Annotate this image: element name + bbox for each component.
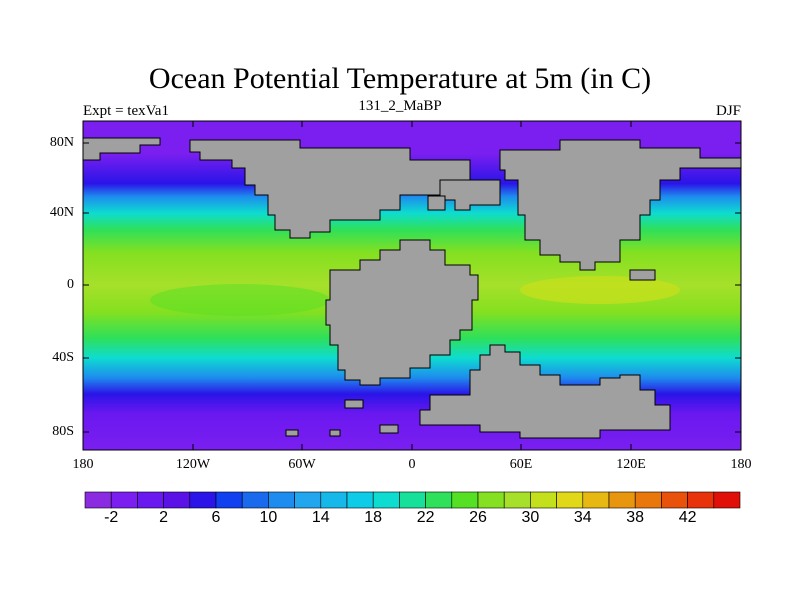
colorbar-label: 38: [626, 509, 645, 526]
experiment-label: Expt = texVa1: [83, 103, 169, 119]
colorbar-box: [268, 491, 295, 509]
lon-tick-label: 0: [408, 457, 416, 472]
colorbar: [84, 491, 741, 509]
lat-tick-label: 80S: [52, 424, 74, 439]
land-north-west: [189, 139, 471, 239]
colorbar-box: [320, 491, 348, 509]
lat-tick-label: 80N: [49, 135, 74, 150]
colorbar-label: 2: [159, 509, 169, 526]
colorbar-box: [503, 491, 531, 509]
colorbar-box: [608, 491, 636, 509]
colorbar-box: [346, 491, 374, 509]
colorbar-label: 22: [416, 509, 435, 526]
colorbar-box: [687, 491, 715, 509]
land-arctic-west: [82, 137, 161, 161]
colorbar-box: [137, 491, 164, 509]
lon-tick-label: 60E: [509, 457, 533, 472]
lat-tick-label: 40N: [49, 205, 74, 220]
period-label: 131_2_MaBP: [358, 98, 442, 114]
lon-tick-label: 60W: [288, 457, 316, 472]
colorbar-label: 14: [311, 509, 330, 526]
colorbar-label: 10: [259, 509, 278, 526]
lon-tick-label: 180: [72, 457, 94, 472]
colorbar-box: [241, 491, 269, 509]
colorbar-box: [110, 491, 138, 509]
colorbar-label: 34: [573, 509, 592, 526]
colorbar-box: [215, 491, 243, 509]
land-masks: [82, 137, 742, 439]
colorbar-box: [530, 491, 557, 509]
colorbar-box: [163, 491, 191, 509]
colorbar-box: [556, 491, 584, 509]
colorbar-label: 42: [678, 509, 697, 526]
land-south: [419, 344, 671, 439]
lon-tick-label: 120W: [175, 457, 211, 472]
colorbar-label: 18: [364, 509, 383, 526]
colorbar-label: 30: [521, 509, 540, 526]
colorbar-box: [399, 491, 426, 509]
land-north-east: [499, 139, 742, 271]
colorbar-box: [294, 491, 322, 509]
colorbar-box: [634, 491, 662, 509]
colorbar-box: [477, 491, 505, 509]
colorbar-label: -2: [104, 509, 119, 526]
colorbar-box: [84, 491, 112, 509]
colorbar-label: 26: [469, 509, 487, 526]
map-title: Ocean Potential Temperature at 5m (in C): [148, 62, 652, 95]
colorbar-box: [451, 491, 479, 509]
lat-tick-label: 0: [67, 277, 74, 292]
colorbar-label: 6: [211, 509, 221, 526]
colorbar-box: [713, 491, 741, 509]
lon-tick-label: 180: [730, 457, 752, 472]
colorbar-box: [189, 491, 217, 509]
colorbar-box: [582, 491, 610, 509]
colorbar-box: [425, 491, 453, 509]
land-central: [325, 239, 479, 386]
lon-tick-label: 120E: [616, 457, 646, 472]
lat-tick-label: 40S: [52, 350, 74, 365]
colorbar-box: [661, 491, 688, 509]
season-label: DJF: [715, 103, 741, 119]
axis-ticks: [82, 121, 742, 450]
colorbar-box: [372, 491, 400, 509]
